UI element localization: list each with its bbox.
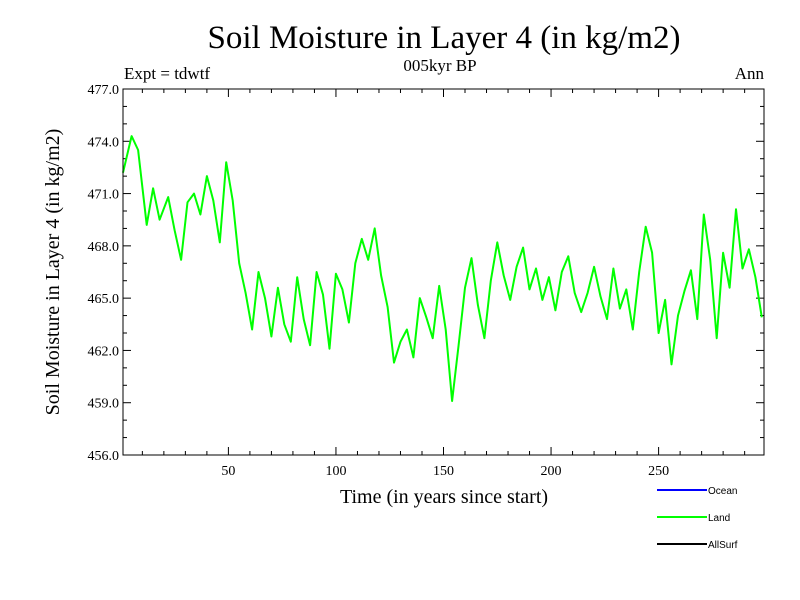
x-tick-label: 200 (541, 464, 562, 479)
x-axis-label: Time (in years since start) (340, 486, 548, 508)
x-tick-label: 250 (648, 464, 669, 479)
x-axis-ticks: 50 100 150 200 250 (141, 89, 746, 479)
y-tick-label: 462.0 (88, 344, 120, 359)
y-tick-label: 456.0 (88, 449, 120, 464)
y-tick-label: 459.0 (88, 397, 120, 412)
legend-label-ocean: Ocean (708, 486, 737, 497)
chart-subtitle: 005kyr BP (403, 56, 476, 75)
experiment-label: Expt = tdwtf (124, 64, 210, 83)
y-tick-label: 477.0 (88, 83, 120, 98)
y-tick-label: 471.0 (88, 188, 120, 203)
legend: Ocean Land AllSurf (657, 486, 738, 551)
y-tick-label: 465.0 (88, 292, 120, 307)
season-label: Ann (735, 64, 765, 83)
x-tick-label: 150 (433, 464, 454, 479)
plot-frame (122, 88, 765, 456)
plot-series (122, 135, 763, 402)
y-tick-label: 468.0 (88, 240, 120, 255)
chart-title: Soil Moisture in Layer 4 (in kg/m2) (208, 20, 681, 56)
legend-label-allsurf: AllSurf (708, 540, 738, 551)
legend-label-land: Land (708, 513, 730, 524)
x-tick-label: 100 (325, 464, 346, 479)
y-tick-label: 474.0 (88, 135, 120, 150)
y-axis-label: Soil Moisture in Layer 4 (in kg/m2) (42, 129, 64, 416)
y-axis-ticks: 456.0 459.0 462.0 465.0 468.0 471.0 474.0 477.0 (88, 83, 764, 464)
x-tick-label: 50 (221, 464, 235, 479)
series-line-land (122, 135, 763, 402)
